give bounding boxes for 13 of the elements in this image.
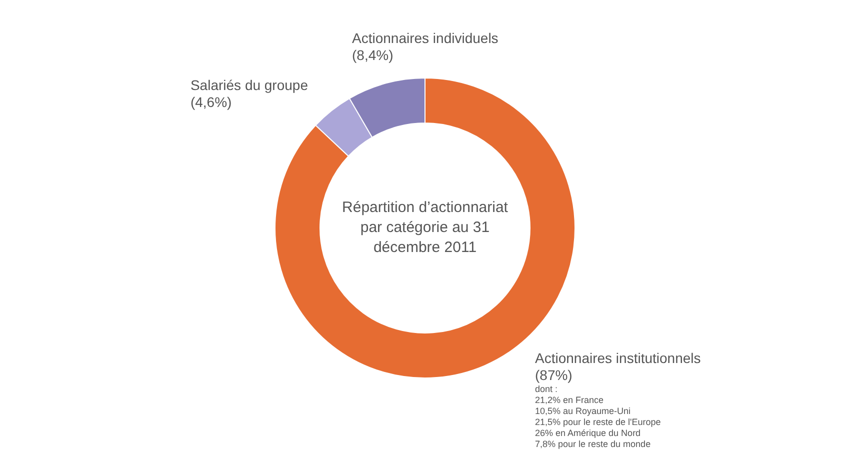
text: dont : — [535, 384, 559, 395]
data-label: (8,4%) — [352, 47, 394, 64]
slice-label: Salariés du groupe — [190, 77, 308, 94]
slice-label: Actionnaires individuels — [352, 30, 498, 47]
text: Répartition d’actionnariat par catégorie au 31 décembre 2011 — [341, 198, 509, 258]
slice-label: Actionnaires institutionnels — [535, 350, 701, 367]
text: 21,2% en France — [535, 395, 605, 406]
text: 21,5% pour le reste de l'Europe — [535, 417, 662, 428]
data-label: (4,6%) — [190, 94, 233, 111]
text: 10,5% au Royaume-Uni — [535, 406, 632, 417]
text: 26% en Amérique du Nord — [535, 428, 642, 439]
text: 7,8% pour le reste du monde — [535, 439, 652, 450]
data-label: (87%) — [535, 367, 574, 384]
